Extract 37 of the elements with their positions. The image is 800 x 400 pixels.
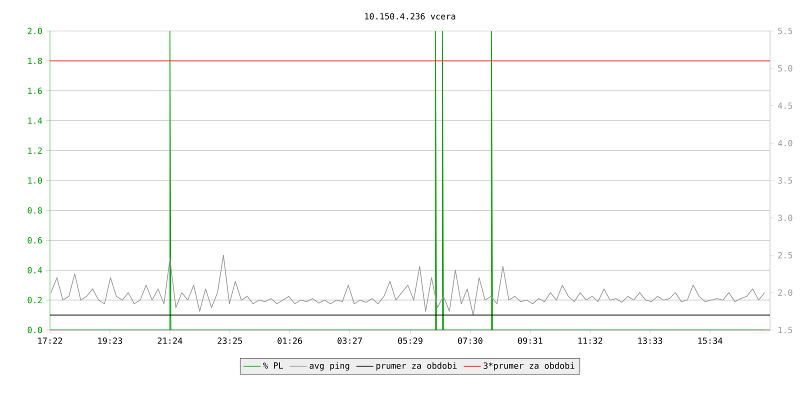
y-tick-label: 0.6 [28, 237, 42, 244]
y2-tick-label: 5.0 [778, 65, 792, 72]
y-tick-label: 1.2 [28, 147, 42, 154]
chart-title: 10.150.4.236 vcera [365, 13, 456, 20]
y-tick-label: 0.2 [28, 296, 42, 304]
y-tick-label: 2.0 [28, 28, 42, 34]
y-tick-label: 1.4 [28, 118, 42, 124]
x-tick-label: 17:22 [38, 338, 62, 344]
y-tick-label: 0.0 [28, 326, 42, 334]
y2-tick-label: 1.5 [778, 326, 792, 334]
x-tick-label: 13:33 [638, 338, 662, 344]
x-tick-label: 11:32 [578, 338, 602, 344]
y-tick-label: 0.4 [28, 267, 42, 274]
y2-tick-label: 4.5 [778, 102, 792, 109]
y-tick-label: 1.6 [28, 88, 42, 94]
x-tick-label: 07:30 [458, 338, 482, 344]
x-tick-label: 21:24 [158, 338, 182, 344]
legend-label: avg ping [310, 362, 350, 371]
x-tick-label: 05:29 [398, 338, 422, 344]
y2-tick-label: 4.0 [778, 140, 792, 146]
legend-label: 3*prumer za obdobi [484, 362, 574, 370]
y2-tick-label: 3.0 [778, 214, 792, 222]
x-tick-label: 23:25 [218, 338, 242, 344]
y2-tick-label: 3.5 [778, 177, 792, 184]
x-tick-label: 09:31 [518, 338, 542, 344]
y2-tick-label: 2.5 [778, 252, 792, 258]
x-tick-label: 03:27 [338, 338, 362, 344]
x-tick-label: 01:26 [278, 338, 302, 344]
y2-tick-label: 5.5 [778, 28, 792, 34]
y-tick-label: 0.8 [28, 207, 42, 214]
x-tick-label: 19:23 [98, 338, 122, 344]
y2-tick-label: 2.0 [778, 289, 792, 296]
legend-label: % PL [263, 362, 283, 369]
legend-label: prumer za obdobi [376, 362, 457, 370]
y-tick-label: 1.8 [28, 58, 42, 64]
y-tick-label: 1.0 [28, 177, 42, 184]
x-tick-label: 15:34 [698, 338, 722, 344]
